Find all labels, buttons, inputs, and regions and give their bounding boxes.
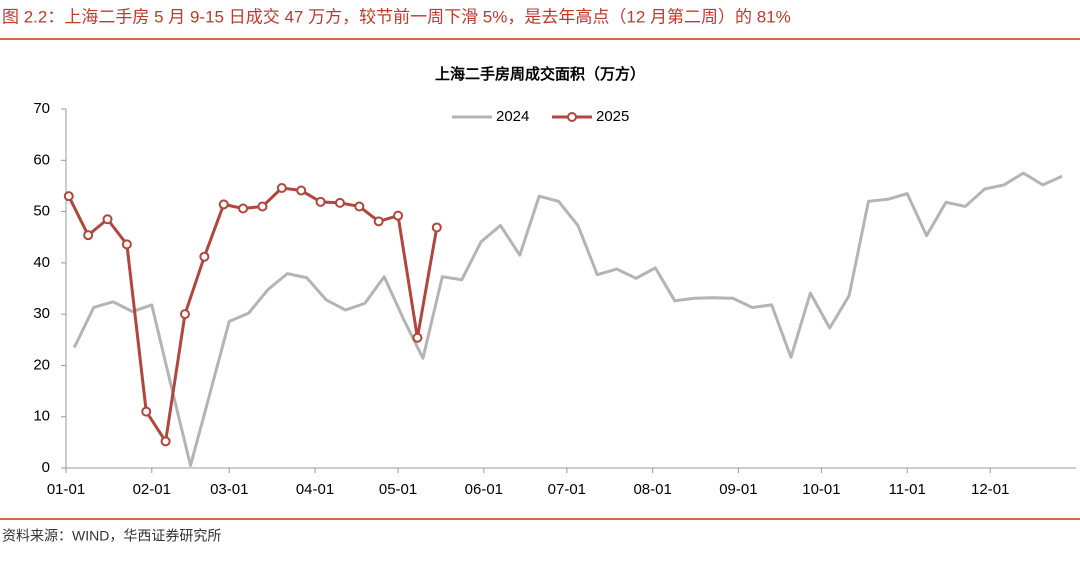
point-marker [276,182,287,193]
point-marker [373,216,384,227]
x-tick-label: 07-01 [548,481,586,498]
y-tick-label: 30 [33,305,50,322]
point-marker [179,309,190,320]
x-tick-label: 03-01 [210,481,248,498]
point-marker [431,222,442,233]
point-marker [238,203,249,214]
x-tick-label: 01-01 [47,481,85,498]
figure-header: 图 2.2：上海二手房 5 月 9-15 日成交 47 万方，较节前一周下滑 5… [2,7,791,26]
point-marker [218,199,229,210]
y-tick-label: 40 [33,254,50,271]
point-marker [102,214,113,225]
legend-label: 2025 [596,108,629,125]
point-marker [121,239,132,250]
y-tick-label: 70 [33,100,50,117]
point-marker [199,251,210,262]
point-marker [141,406,152,417]
point-marker [354,201,365,212]
y-tick-label: 50 [33,203,50,220]
point-marker [296,185,307,196]
legend-marker [567,112,577,122]
legend-label: 2024 [496,108,529,125]
point-marker [63,191,74,202]
series-line [72,171,1063,467]
x-tick-label: 06-01 [465,481,503,498]
x-tick-label: 10-01 [802,481,840,498]
x-tick-label: 09-01 [719,481,757,498]
x-tick-label: 04-01 [296,481,334,498]
y-tick-label: 0 [42,459,50,476]
x-tick-label: 12-01 [971,481,1009,498]
point-marker [334,197,345,208]
y-tick-label: 60 [33,151,50,168]
x-tick-label: 11-01 [889,481,926,498]
point-marker [257,201,268,212]
point-marker [160,436,171,447]
x-tick-label: 05-01 [379,481,417,498]
point-marker [83,230,94,241]
source-note: 资料来源：WIND，华西证券研究所 [2,528,221,544]
point-marker [412,332,423,343]
y-tick-label: 10 [33,408,50,425]
chart-title: 上海二手房周成交面积（万方） [435,65,645,83]
x-tick-label: 08-01 [633,481,671,498]
point-marker [393,210,404,221]
y-tick-label: 20 [33,356,50,373]
point-marker [315,196,326,207]
x-tick-label: 02-01 [133,481,171,498]
series-line [67,186,439,443]
